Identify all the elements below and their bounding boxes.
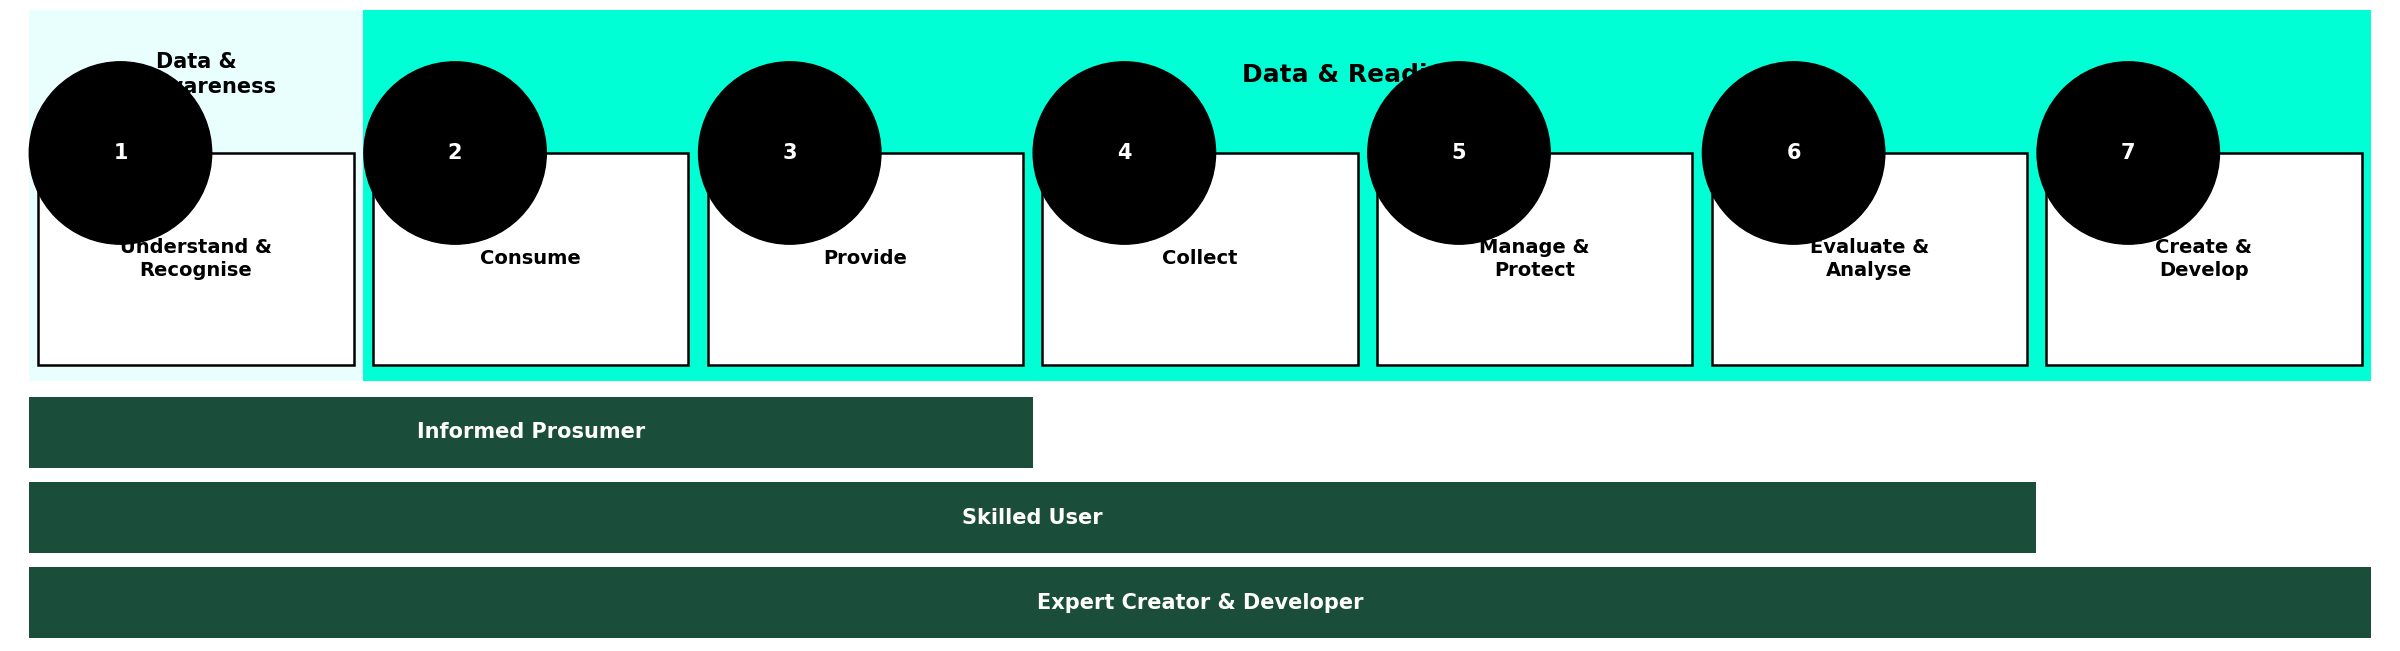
FancyBboxPatch shape (1378, 153, 1692, 365)
Text: Consume: Consume (480, 249, 581, 268)
Text: 2: 2 (449, 143, 463, 163)
FancyBboxPatch shape (2047, 153, 2362, 365)
Ellipse shape (29, 62, 211, 244)
Text: Evaluate &
Analyse: Evaluate & Analyse (1810, 238, 1930, 280)
FancyBboxPatch shape (29, 397, 1032, 468)
Text: Data & Readiness: Data & Readiness (1243, 63, 1493, 87)
Text: 5: 5 (1452, 143, 1466, 163)
FancyBboxPatch shape (29, 10, 362, 381)
Ellipse shape (365, 62, 547, 244)
FancyBboxPatch shape (29, 482, 2035, 553)
Text: Collect: Collect (1162, 249, 1238, 268)
Text: Understand &
Recognise: Understand & Recognise (120, 238, 271, 280)
Ellipse shape (1032, 62, 1214, 244)
Text: Data &
AI Awareness: Data & AI Awareness (118, 53, 276, 97)
FancyBboxPatch shape (38, 153, 353, 365)
Ellipse shape (698, 62, 881, 244)
Text: Informed Prosumer: Informed Prosumer (418, 422, 646, 443)
Text: Provide: Provide (823, 249, 907, 268)
FancyBboxPatch shape (1042, 153, 1358, 365)
FancyBboxPatch shape (1711, 153, 2028, 365)
Text: Expert Creator & Developer: Expert Creator & Developer (1037, 592, 1363, 613)
FancyBboxPatch shape (362, 10, 2371, 381)
Text: 3: 3 (782, 143, 797, 163)
Ellipse shape (1702, 62, 1884, 244)
Text: 7: 7 (2122, 143, 2136, 163)
FancyBboxPatch shape (29, 567, 2371, 638)
Text: Skilled User: Skilled User (962, 508, 1104, 527)
Ellipse shape (2038, 62, 2220, 244)
Text: 6: 6 (1786, 143, 1800, 163)
FancyBboxPatch shape (372, 153, 689, 365)
Text: Create &
Develop: Create & Develop (2155, 238, 2251, 280)
Text: 4: 4 (1116, 143, 1133, 163)
Text: Manage &
Protect: Manage & Protect (1478, 238, 1589, 280)
Ellipse shape (1368, 62, 1550, 244)
Text: 1: 1 (113, 143, 127, 163)
FancyBboxPatch shape (708, 153, 1022, 365)
